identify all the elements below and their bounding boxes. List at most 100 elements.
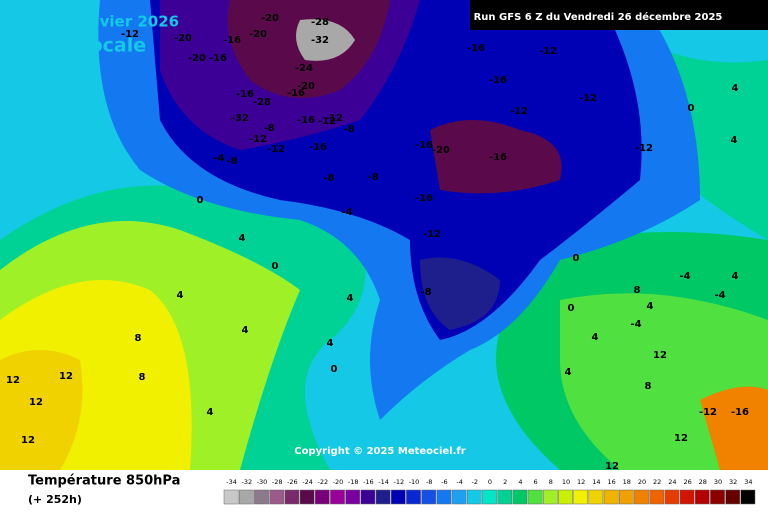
map-label: -12 <box>249 134 267 145</box>
colorbar-label: 30 <box>714 478 722 486</box>
map-label: 8 <box>645 381 652 392</box>
colorbar-label: -32 <box>241 478 252 486</box>
map-label: -12 <box>423 229 441 240</box>
legend-title: Température 850hPa <box>28 474 180 489</box>
color-cell <box>314 489 330 505</box>
colorbar: -34 -32 -30 -28 -26 -24 -22 -20 -18 -16 -14 -12 -10-… <box>223 478 756 505</box>
map-label: 12 <box>29 397 43 408</box>
colorbar-label: -10 <box>409 478 420 486</box>
color-cell <box>588 489 604 505</box>
colorbar-label: -28 <box>272 478 283 486</box>
map-label: -20 <box>261 13 279 24</box>
map-label: -16 <box>309 142 327 153</box>
map-label: -16 <box>415 193 433 204</box>
map-label: 4 <box>731 135 738 146</box>
run-info: Run GFS 6 Z du Vendredi 26 décembre 2025 <box>474 11 723 23</box>
map-label: -32 <box>231 113 249 124</box>
map-label: -16 <box>489 75 507 86</box>
color-cell <box>679 489 695 505</box>
map-label: -20 <box>188 53 206 64</box>
map-label: -16 <box>731 407 749 418</box>
color-cell <box>512 489 528 505</box>
map-label: -20 <box>249 29 267 40</box>
map-label: 4 <box>242 325 249 336</box>
colorbar-label: -6 <box>441 478 447 486</box>
colorbar-label: -2 <box>472 478 478 486</box>
map-label: -12 <box>699 407 717 418</box>
colorbar-label: 18 <box>623 478 631 486</box>
color-cell <box>725 489 741 505</box>
map-label: -12 <box>325 113 343 124</box>
map-label: -12 <box>318 116 336 127</box>
color-cell <box>360 489 376 505</box>
colorbar-label: 4 <box>518 478 522 486</box>
map-label: 4 <box>347 293 354 304</box>
color-cell <box>436 489 452 505</box>
map-label: -16 <box>467 43 485 54</box>
color-cell <box>634 489 649 505</box>
map-label: -12 <box>510 106 528 117</box>
copyright: Copyright © 2025 Meteociel.fr <box>294 446 465 457</box>
map-label: -12 <box>121 29 139 40</box>
colorbar-label: 20 <box>638 478 646 486</box>
map-label: -28 <box>253 97 271 108</box>
color-cell <box>390 489 406 505</box>
color-cell <box>299 489 315 505</box>
map-label: 4 <box>647 301 654 312</box>
color-cell <box>558 489 573 505</box>
colorbar-label: -24 <box>302 478 313 486</box>
map-label: -20 <box>174 33 192 44</box>
color-cell <box>406 489 421 505</box>
colorbar-label: -14 <box>378 478 389 486</box>
color-cell <box>527 489 543 505</box>
color-cell <box>603 489 619 505</box>
map-label: 8 <box>634 285 641 296</box>
map-label: -28 <box>311 17 329 28</box>
colorbar-label: 14 <box>592 478 600 486</box>
map-label: 4 <box>592 332 599 343</box>
map-label: 0 <box>568 303 575 314</box>
color-cell <box>710 489 725 505</box>
map-label: 12 <box>653 350 667 361</box>
color-cell <box>482 489 497 505</box>
map-label: -8 <box>343 124 354 135</box>
color-cell <box>345 489 361 505</box>
map-label: -12 <box>539 46 557 57</box>
map-label: -4 <box>714 290 725 301</box>
color-cell <box>330 489 345 505</box>
map-label: -20 <box>297 81 315 92</box>
colorbar-label: 26 <box>683 478 691 486</box>
colorbar-label: 24 <box>668 478 676 486</box>
map-label: 0 <box>331 364 338 375</box>
map-label: -24 <box>295 63 313 74</box>
map-label: 4 <box>239 233 246 244</box>
map-label: 12 <box>605 461 619 472</box>
colorbar-label: -20 <box>333 478 344 486</box>
map-label: -16 <box>236 89 254 100</box>
map-label: -16 <box>415 140 433 151</box>
map-label: -4 <box>679 271 690 282</box>
map-label: 0 <box>573 253 580 264</box>
map-label: -8 <box>323 173 334 184</box>
map-label: 4 <box>177 290 184 301</box>
colorbar-label: -12 <box>393 478 404 486</box>
color-cell <box>694 489 710 505</box>
map-label: 4 <box>565 367 572 378</box>
colorbar-label: 22 <box>653 478 661 486</box>
color-cell <box>284 489 300 505</box>
color-cell <box>223 489 239 505</box>
map-label: -8 <box>263 123 274 134</box>
colorbar-label: 2 <box>503 478 507 486</box>
color-cell <box>573 489 589 505</box>
map-label: 12 <box>59 371 73 382</box>
map-label: -12 <box>635 143 653 154</box>
map-label: 0 <box>272 261 279 272</box>
colorbar-label: 6 <box>534 478 538 486</box>
map-label: -16 <box>223 35 241 46</box>
map-label: 0 <box>197 195 204 206</box>
map-label: 4 <box>732 83 739 94</box>
map-label: 4 <box>207 407 214 418</box>
map-labels: -20 -28-20 -16-20-12-20 -16-32-24-20-16-16-… <box>6 13 749 472</box>
color-cell <box>421 489 437 505</box>
